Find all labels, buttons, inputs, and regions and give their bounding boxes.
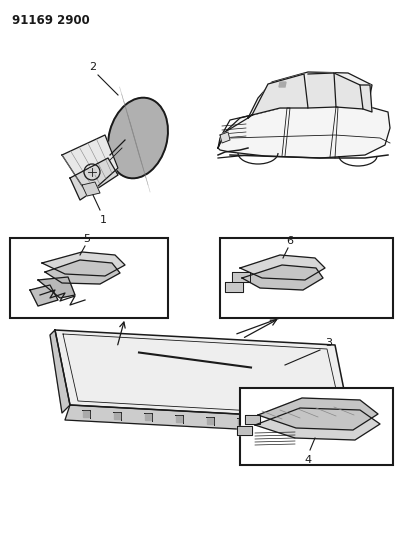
Polygon shape <box>62 135 118 195</box>
Text: 91169 2900: 91169 2900 <box>12 14 90 27</box>
Polygon shape <box>258 398 378 430</box>
Text: 3: 3 <box>325 338 332 348</box>
Polygon shape <box>255 408 380 440</box>
Polygon shape <box>238 419 244 425</box>
Polygon shape <box>220 132 230 143</box>
Polygon shape <box>50 330 70 413</box>
Polygon shape <box>332 424 338 430</box>
Polygon shape <box>300 423 306 429</box>
Ellipse shape <box>108 98 168 179</box>
Polygon shape <box>83 411 89 417</box>
Polygon shape <box>145 414 151 420</box>
Polygon shape <box>269 421 275 427</box>
Bar <box>10 238 168 318</box>
Text: 4: 4 <box>304 455 312 465</box>
Polygon shape <box>279 82 286 87</box>
Polygon shape <box>334 73 363 109</box>
Polygon shape <box>45 260 120 284</box>
Polygon shape <box>252 74 308 115</box>
Polygon shape <box>82 182 100 196</box>
Polygon shape <box>242 265 323 290</box>
Polygon shape <box>42 252 125 276</box>
Polygon shape <box>248 72 372 118</box>
Text: 5: 5 <box>83 234 91 244</box>
Polygon shape <box>176 416 182 422</box>
Polygon shape <box>38 277 75 298</box>
Polygon shape <box>245 415 260 424</box>
Polygon shape <box>237 426 252 435</box>
Polygon shape <box>30 285 58 306</box>
Polygon shape <box>240 255 325 280</box>
Polygon shape <box>113 413 119 418</box>
Text: 6: 6 <box>286 236 294 246</box>
Text: 2: 2 <box>89 62 97 72</box>
Polygon shape <box>218 105 390 158</box>
Polygon shape <box>65 405 352 435</box>
Bar <box>220 238 393 318</box>
Polygon shape <box>360 85 372 112</box>
Text: 1: 1 <box>99 215 107 225</box>
Bar <box>240 388 393 465</box>
Polygon shape <box>70 158 118 200</box>
Polygon shape <box>232 272 250 282</box>
Polygon shape <box>308 73 336 108</box>
Polygon shape <box>55 330 350 420</box>
Circle shape <box>88 168 96 176</box>
Polygon shape <box>225 282 243 292</box>
Polygon shape <box>207 417 213 424</box>
